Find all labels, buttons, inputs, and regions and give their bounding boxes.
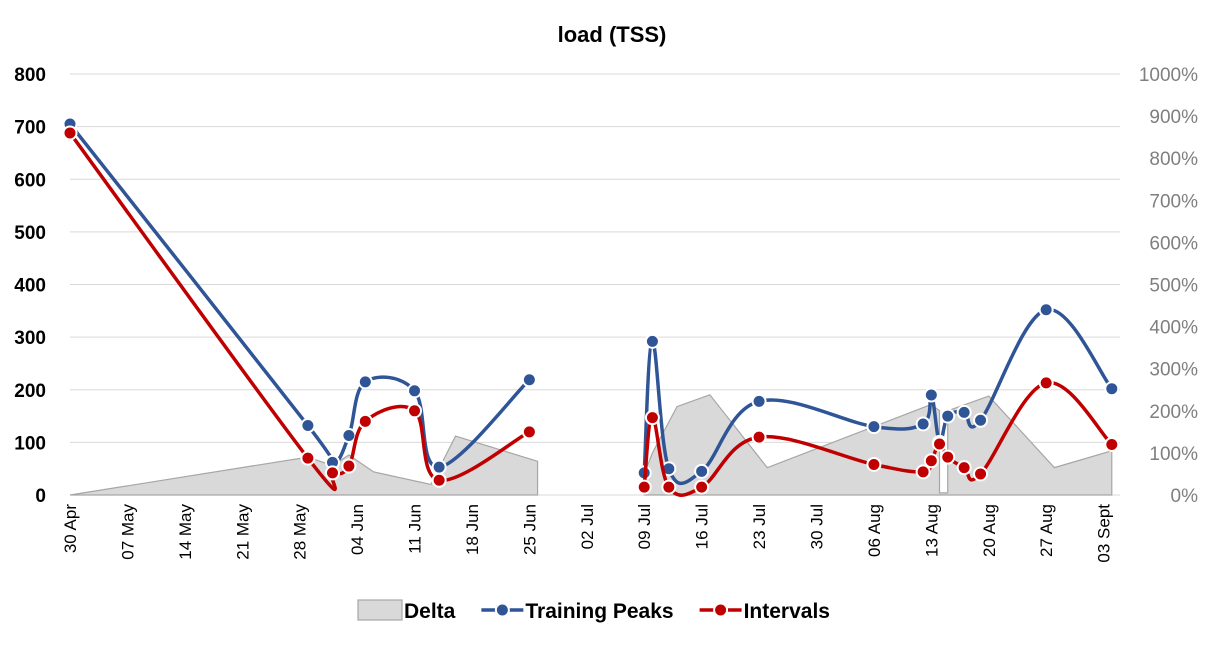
training-peaks-line (68, 122, 531, 469)
training-peaks-point (751, 393, 767, 409)
x-axis: 30 Apr 07 May 14 May 21 May 28 May 04 Jun 11 J… (61, 504, 1114, 563)
intervals-point (923, 453, 939, 469)
intervals-point (300, 450, 316, 466)
training-peaks-point (940, 408, 956, 424)
intervals-point (357, 413, 373, 429)
y-right-tick-label: 100% (1149, 444, 1198, 465)
x-tick-label: 30 Apr (61, 504, 80, 553)
x-tick-label: 21 May (233, 504, 252, 560)
intervals-point (661, 479, 677, 495)
delta-area-segment (69, 435, 539, 496)
chart-title: load (TSS) (558, 22, 667, 47)
training-peaks-point (915, 416, 931, 432)
intervals-point (62, 125, 78, 141)
y-right-tick-label: 900% (1149, 107, 1198, 128)
intervals-point (694, 479, 710, 495)
x-tick-label: 25 Jun (520, 504, 539, 555)
y-left-tick-label: 500 (14, 223, 46, 244)
y-left-tick-label: 200 (14, 381, 46, 402)
x-tick-label: 23 Jul (750, 504, 769, 549)
training-peaks-point (923, 387, 939, 403)
intervals-point (973, 466, 989, 482)
intervals-point (636, 479, 652, 495)
right-y-axis: 0% 100% 200% 300% 400% 500% 600% 700% 800% 900% 10… (1139, 65, 1198, 507)
y-right-tick-label: 200% (1149, 402, 1198, 423)
intervals-line (68, 131, 531, 492)
y-left-tick-label: 400 (14, 276, 46, 297)
intervals-point (1038, 375, 1054, 391)
line-layer (62, 116, 1120, 497)
x-tick-label: 03 Sept (1095, 504, 1114, 563)
legend-marker-intervals (713, 602, 729, 618)
x-tick-label: 18 Jun (463, 504, 482, 555)
delta-area-layer (69, 394, 1113, 496)
y-right-tick-label: 300% (1149, 360, 1198, 381)
training-peaks-point (407, 383, 423, 399)
x-tick-label: 16 Jul (693, 504, 712, 549)
legend: Delta Training Peaks Intervals (357, 599, 830, 623)
training-peaks-point (521, 372, 537, 388)
intervals-point (915, 464, 931, 480)
x-tick-label: 28 May (291, 504, 310, 560)
delta-area-segment (643, 394, 1113, 496)
training-peaks-point (1038, 302, 1054, 318)
intervals-point (940, 449, 956, 465)
y-right-tick-label: 700% (1149, 191, 1198, 212)
y-right-tick-label: 600% (1149, 233, 1198, 254)
training-peaks-point (341, 428, 357, 444)
training-peaks-point (1104, 381, 1120, 397)
training-peaks-point (956, 404, 972, 420)
intervals-point (932, 436, 948, 452)
legend-swatch-delta (357, 599, 403, 621)
training-peaks-point (357, 374, 373, 390)
x-tick-label: 07 May (118, 504, 137, 560)
y-left-tick-label: 300 (14, 328, 46, 349)
x-tick-label: 27 Aug (1037, 504, 1056, 557)
intervals-point (407, 403, 423, 419)
legend-label-delta: Delta (404, 600, 456, 623)
intervals-point (866, 456, 882, 472)
y-right-tick-label: 0% (1171, 486, 1199, 507)
intervals-point (1104, 436, 1120, 452)
x-tick-label: 20 Aug (980, 504, 999, 557)
intervals-point (751, 429, 767, 445)
intervals-point (341, 458, 357, 474)
x-tick-label: 14 May (176, 504, 195, 560)
y-left-tick-label: 100 (14, 433, 46, 454)
gridlines (70, 73, 1120, 496)
y-right-tick-label: 500% (1149, 276, 1198, 297)
y-right-tick-label: 800% (1149, 149, 1198, 170)
x-tick-label: 04 Jun (348, 504, 367, 555)
y-left-tick-label: 800 (14, 65, 46, 86)
intervals-point (431, 472, 447, 488)
left-y-axis: 0 100 200 300 400 500 600 700 800 (14, 65, 46, 507)
intervals-point (956, 460, 972, 476)
training-peaks-point (866, 419, 882, 435)
legend-label-training-peaks: Training Peaks (525, 600, 673, 623)
x-tick-label: 30 Jul (807, 504, 826, 549)
y-left-tick-label: 0 (35, 486, 46, 507)
x-tick-label: 11 Jun (406, 504, 425, 554)
training-peaks-point (694, 463, 710, 479)
y-left-tick-label: 600 (14, 170, 46, 191)
intervals-point (644, 410, 660, 426)
training-peaks-point (431, 459, 447, 475)
training-peaks-point (300, 418, 316, 434)
x-tick-label: 13 Aug (922, 504, 941, 557)
y-right-tick-label: 400% (1149, 318, 1198, 339)
training-peaks-point (644, 333, 660, 349)
y-right-tick-label: 1000% (1139, 65, 1198, 86)
y-left-tick-label: 700 (14, 118, 46, 139)
intervals-point (325, 465, 340, 481)
x-tick-label: 06 Aug (865, 504, 884, 557)
legend-marker-training-peaks (494, 602, 510, 618)
legend-label-intervals: Intervals (744, 600, 830, 623)
training-peaks-point (973, 412, 989, 428)
x-tick-label: 09 Jul (635, 504, 654, 549)
intervals-point (521, 424, 537, 440)
x-tick-label: 02 Jul (578, 504, 597, 549)
